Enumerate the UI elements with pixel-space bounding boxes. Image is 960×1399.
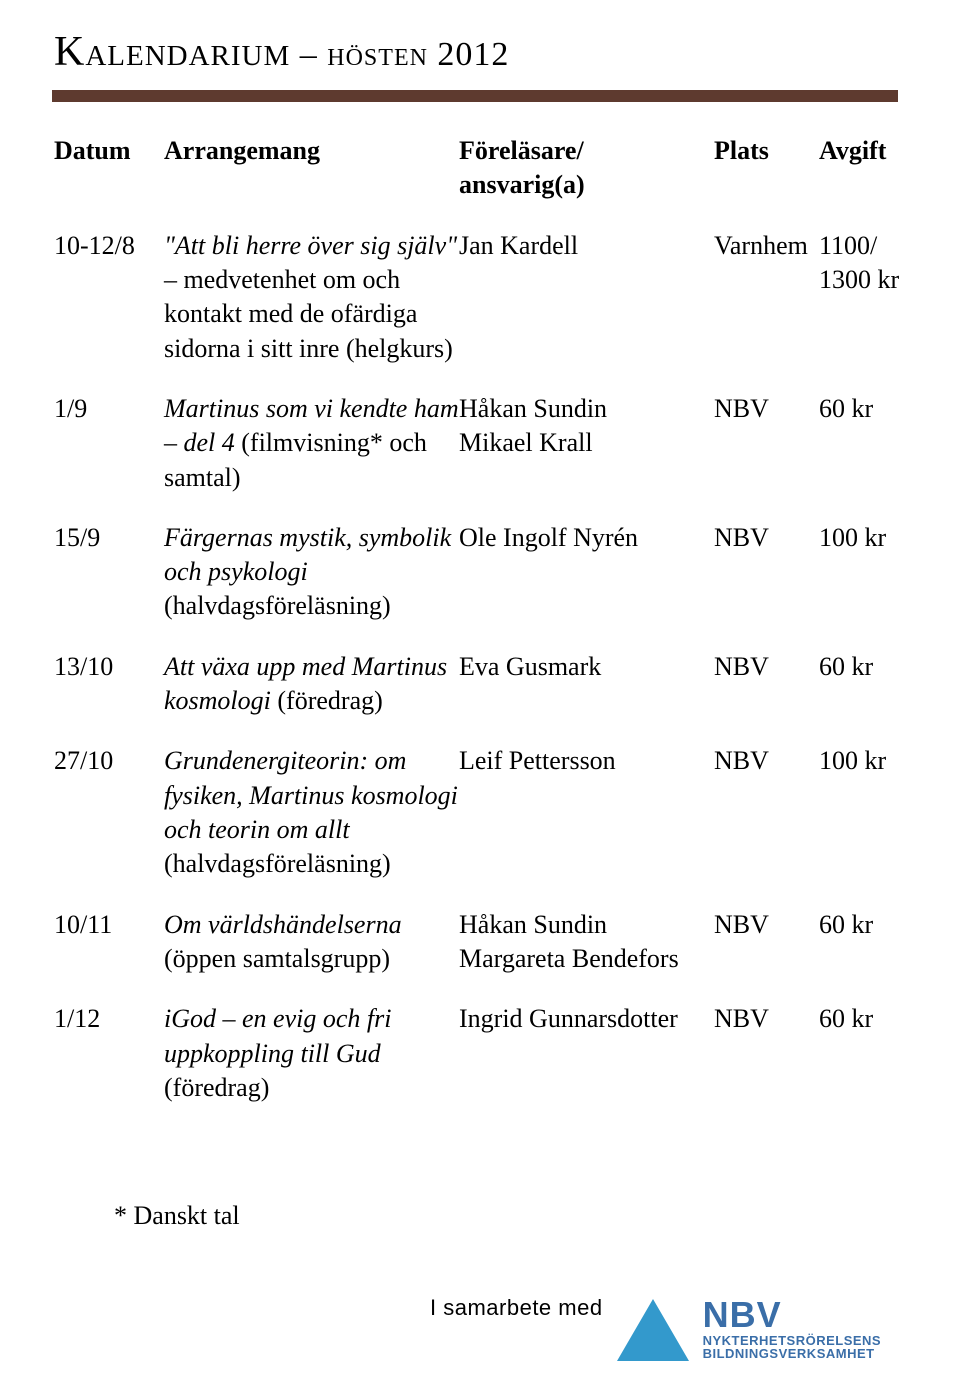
cell-place: NBV [714,650,819,745]
table-row: 10-12/8"Att bli herre över sig själv" – … [54,229,909,392]
cell-date: 1/9 [54,392,164,521]
nbv-logo-triangle-icon [617,1299,689,1361]
event-subtitle: (föredrag) [164,1073,269,1102]
cell-place: Varnhem [714,229,819,392]
cell-event: Grundenergiteorin: om fysiken, Martinus … [164,744,459,907]
title-rule [52,90,898,102]
nbv-logo-acronym: NBV [703,1296,882,1334]
title-main: Kalendarium [54,29,290,75]
table-row: 13/10Att växa upp med Martinus kosmologi… [54,650,909,745]
nbv-logo-line2: BILDNINGSVERKSAMHET [703,1347,882,1361]
event-subtitle: (föredrag) [271,686,383,715]
cell-fee: 60 kr [819,392,909,521]
table-header-row: Datum Arrangemang Föreläsare/ ansvarig(a… [54,134,909,229]
event-subtitle: (halvdagsföreläsning) [164,591,391,620]
col-fee: Avgift [819,134,909,229]
cell-date: 27/10 [54,744,164,907]
cell-place: NBV [714,392,819,521]
table-row: 15/9Färgernas mystik, symbolik och psyko… [54,521,909,650]
cell-lecturer: Leif Pettersson [459,744,714,907]
cell-fee: 1100/ 1300 kr [819,229,909,392]
cell-place: NBV [714,744,819,907]
col-place: Plats [714,134,819,229]
cell-lecturer: Ole Ingolf Nyrén [459,521,714,650]
calendar-body: 10-12/8"Att bli herre över sig själv" – … [54,229,909,1132]
event-title: iGod – en evig och fri uppkoppling till … [164,1004,391,1067]
calendar-table: Datum Arrangemang Föreläsare/ ansvarig(a… [54,134,909,1131]
cell-date: 13/10 [54,650,164,745]
table-row: 1/12iGod – en evig och fri uppkoppling t… [54,1002,909,1131]
cell-event: iGod – en evig och fri uppkoppling till … [164,1002,459,1131]
footnote: * Danskt tal [114,1201,900,1231]
nbv-logo-text: NBV NYKTERHETSRÖRELSENS BILDNINGSVERKSAM… [703,1296,882,1361]
event-subtitle: (halvdagsföreläsning) [164,849,391,878]
title-sub: hösten 2012 [327,36,509,73]
cell-lecturer: Jan Kardell [459,229,714,392]
cell-place: NBV [714,908,819,1003]
cell-lecturer: Eva Gusmark [459,650,714,745]
event-title: Om världshändelserna [164,910,402,939]
cell-fee: 60 kr [819,908,909,1003]
collab-label: I samarbete med [430,1295,603,1321]
cell-date: 15/9 [54,521,164,650]
col-date: Datum [54,134,164,229]
title-sep: – [290,36,327,73]
page-title: Kalendarium – hösten 2012 [54,28,900,76]
table-row: 27/10Grundenergiteorin: om fysiken, Mart… [54,744,909,907]
col-event: Arrangemang [164,134,459,229]
cell-date: 10-12/8 [54,229,164,392]
collaboration-block: I samarbete med NBV NYKTERHETSRÖRELSENS … [430,1295,881,1361]
cell-place: NBV [714,521,819,650]
cell-fee: 60 kr [819,650,909,745]
cell-date: 10/11 [54,908,164,1003]
cell-event: Färgernas mystik, symbolik och psykologi… [164,521,459,650]
cell-lecturer: Ingrid Gunnarsdotter [459,1002,714,1131]
cell-fee: 100 kr [819,744,909,907]
col-lecturer: Föreläsare/ ansvarig(a) [459,134,714,229]
cell-event: Martinus som vi kendte ham – del 4 (film… [164,392,459,521]
cell-event: Att växa upp med Martinus kosmologi (för… [164,650,459,745]
table-row: 1/9Martinus som vi kendte ham – del 4 (f… [54,392,909,521]
cell-fee: 60 kr [819,1002,909,1131]
event-title: Färgernas mystik, symbolik och psykologi [164,523,451,586]
cell-date: 1/12 [54,1002,164,1131]
cell-event: "Att bli herre över sig själv" – medvete… [164,229,459,392]
cell-place: NBV [714,1002,819,1131]
cell-fee: 100 kr [819,521,909,650]
cell-lecturer: Håkan Sundin Margareta Bendefors [459,908,714,1003]
event-subtitle: medvetenhet om och kontakt med de ofärdi… [164,265,453,363]
cell-event: Om världshändelserna (öppen samtalsgrupp… [164,908,459,1003]
table-row: 10/11Om världshändelserna (öppen samtals… [54,908,909,1003]
cell-lecturer: Håkan Sundin Mikael Krall [459,392,714,521]
nbv-logo-line1: NYKTERHETSRÖRELSENS [703,1334,882,1348]
event-title: Grundenergiteorin: om fysiken, Martinus … [164,746,458,844]
event-subtitle: (öppen samtalsgrupp) [164,944,390,973]
